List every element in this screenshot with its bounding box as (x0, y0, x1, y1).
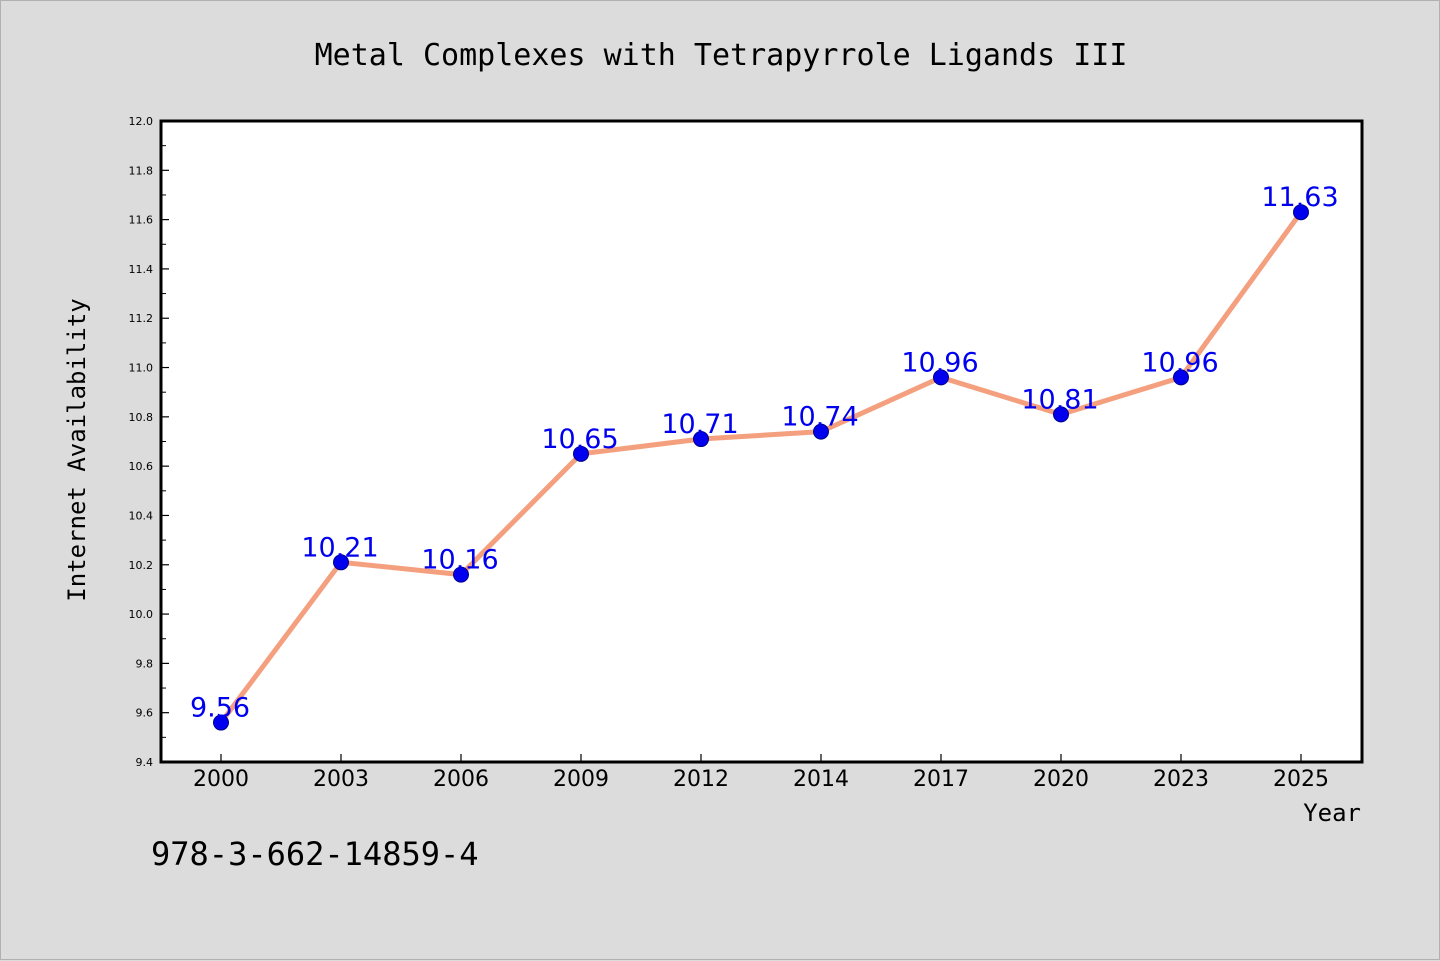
y-tick-label: 10.4 (129, 509, 154, 522)
y-tick-label: 11.0 (129, 362, 154, 375)
y-tick-label: 11.2 (129, 312, 154, 325)
y-tick-label: 12.0 (129, 115, 154, 128)
y-tick-label: 11.6 (129, 214, 154, 227)
data-point-2023 (1173, 369, 1189, 386)
data-label-2009: 10.65 (541, 424, 618, 455)
data-point-2012 (693, 431, 709, 448)
plot-area (159, 119, 1364, 764)
y-tick-label: 10.8 (129, 411, 154, 424)
isbn-text: 978-3-662-14859-4 (151, 835, 479, 873)
data-point-2000 (213, 714, 229, 731)
data-label-2023: 10.96 (1141, 347, 1218, 378)
y-tick-label: 9.4 (136, 756, 154, 769)
series-line (218, 209, 1304, 726)
x-tick-label: 2006 (433, 767, 489, 792)
x-axis: 2000 2003 2006 2009 2012 2014 2017 2020 2023 2025 (193, 754, 1329, 792)
x-tick-label: 2000 (193, 767, 249, 792)
data-label-2017: 10.96 (901, 347, 978, 378)
data-point-2009 (573, 445, 589, 462)
data-label-2012: 10.71 (661, 409, 738, 440)
y-tick-label: 10.2 (129, 559, 154, 572)
y-tick-label: 9.6 (136, 707, 154, 720)
y-tick-label: 10.6 (129, 460, 154, 473)
x-tick-label: 2025 (1273, 767, 1329, 792)
data-point-2006 (453, 566, 469, 583)
data-label-2000: 9.56 (190, 693, 250, 724)
data-label-2006: 10.16 (421, 545, 498, 576)
data-markers (213, 204, 1309, 731)
y-tick-label: 11.8 (129, 164, 154, 177)
y-tick-label: 10.0 (129, 608, 154, 621)
data-label-2003: 10.21 (301, 532, 378, 563)
x-tick-label: 2003 (313, 767, 369, 792)
data-point-2020 (1053, 406, 1069, 423)
data-point-2014 (813, 423, 829, 440)
x-tick-label: 2017 (913, 767, 969, 792)
x-tick-label: 2009 (553, 767, 609, 792)
x-tick-label: 2020 (1033, 767, 1089, 792)
data-point-2017 (933, 369, 949, 386)
y-tick-label: 9.8 (136, 657, 154, 670)
x-axis-label: Year (1303, 799, 1361, 827)
data-labels: 9.56 10.21 10.16 10.65 10.71 10.74 10.96 10.81 1… (190, 182, 1339, 723)
x-tick-label: 2014 (793, 767, 849, 792)
y-axis-label: Internet Availability (63, 298, 91, 601)
x-tick-label: 2023 (1153, 767, 1209, 792)
data-point-2025 (1293, 204, 1309, 221)
chart-title: Metal Complexes with Tetrapyrrole Ligand… (315, 38, 1128, 73)
data-point-2003 (333, 554, 349, 571)
data-label-2020: 10.81 (1021, 384, 1098, 415)
data-label-2025: 11.63 (1261, 182, 1338, 213)
y-tick-label: 11.4 (129, 263, 154, 276)
y-axis: 9.4 9.6 9.8 10.0 10.2 10.4 10.6 10.8 11.0 11.2 11.… (129, 115, 169, 769)
x-tick-label: 2012 (673, 767, 729, 792)
data-label-2014: 10.74 (781, 402, 858, 433)
